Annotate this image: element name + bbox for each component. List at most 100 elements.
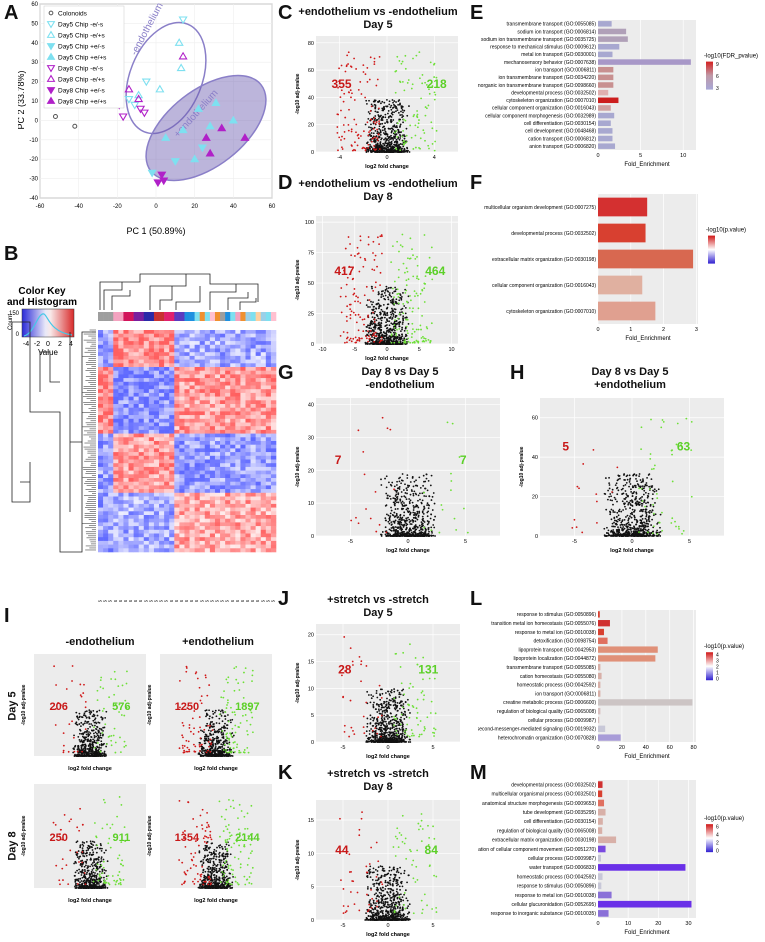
heatmap-sample-label: Day5 +e/-s [204,600,210,602]
heatmap-cell [209,455,216,460]
volcano-down-point [342,100,345,103]
heatmap-cell [143,389,150,394]
volcano-point [384,332,386,335]
volcano-point [399,499,402,502]
heatmap-cell [123,474,129,479]
heatmap-cell [174,437,180,442]
volcano-point [402,111,404,114]
heatmap-cell [184,518,190,523]
volcano-point [376,130,379,133]
heatmap-cell [128,352,134,357]
heatmap-cell [209,378,216,383]
heatmap-cell [174,503,180,508]
heatmap-cell [250,415,256,420]
heatmap-cell [250,370,256,375]
heatmap-cell [159,503,165,508]
volcano-point [411,501,414,504]
volcano-point [387,127,390,130]
heatmap-cell [204,492,211,497]
heatmap-cell [118,355,124,360]
heatmap-cell [240,378,246,383]
heatmap-cell [265,540,272,545]
heatmap-cell [235,385,241,390]
heatmap-cell [103,407,109,412]
volcano-y-tick: 100 [305,220,314,226]
volcano-point [393,333,396,336]
heatmap-cell [133,341,139,346]
heatmap-cell [164,515,170,519]
heatmap-cell [270,478,277,482]
pca-legend-box [43,5,125,109]
heatmap-cell [214,378,221,383]
heatmap-cell [174,518,180,523]
heatmap-cell [179,437,185,442]
heatmap-cell [235,437,241,442]
heatmap-cell [194,511,201,516]
heatmap-cell [235,333,241,338]
heatmap-cell [164,337,170,342]
volcano-point [369,322,372,325]
heatmap-cell [123,359,129,364]
heatmap-cell [153,544,160,549]
heatmap-cell [143,511,150,516]
heatmap-cell [164,496,170,501]
heatmap-sample-label: Day8 -e/-s [245,600,251,602]
heatmap-cell [235,422,241,427]
heatmap-cell [169,400,175,405]
heatmap-cell [225,500,231,505]
heatmap-cell [189,481,195,486]
volcano-point [381,126,384,129]
heatmap-cell [138,533,145,538]
heatmap-cell [123,407,129,412]
heatmap-cell [265,400,272,405]
pca-legend-label: Day5 Chip +e/+s [58,55,107,62]
heatmap-cell [220,352,226,357]
volcano-point [403,523,405,526]
volcano-up-point [418,51,421,54]
volcano-y-tick: 0 [311,342,314,348]
pca-point [153,179,163,188]
heatmap-sample-label: Day5 +e/+s [143,600,149,602]
volcano-y-tick: 20 [308,468,314,474]
heatmap-cell [138,422,145,427]
volcano-down-point [358,270,361,273]
heatmap-cell [164,411,170,416]
volcano-point [399,123,402,126]
heatmap-cell [189,359,195,364]
heatmap-cell [225,466,231,471]
heatmap-cell [179,478,185,482]
heatmap-cell [123,411,129,416]
heatmap-cell [250,348,256,353]
heatmap-cell [159,381,165,386]
heatmap-cell [153,485,160,490]
heatmap-cell [230,459,236,464]
heatmap-cell [143,426,150,431]
heatmap-cell [250,344,256,349]
heatmap-cell [98,363,104,368]
heatmap-cell [240,459,246,464]
heatmap-cell [113,363,119,368]
heatmap-cell [184,396,190,401]
heatmap-cell [189,411,195,416]
volcano-point [371,342,373,344]
heatmap-cell [270,411,277,416]
heatmap-cell [184,370,190,375]
volcano-point [397,493,400,496]
heatmap-cell [250,500,256,505]
heatmap-cell [209,452,216,457]
volcano-up-point [414,146,417,149]
heatmap-cell [194,548,201,553]
volcano-point [393,522,396,524]
volcano-up-point [408,307,411,309]
volcano-up-point [394,70,397,73]
volcano-point [405,338,408,341]
heatmap-cell [220,485,226,490]
heatmap-cell [189,330,195,334]
heatmap-cell [245,378,251,383]
heatmap-cell [204,529,211,534]
heatmap-cell [153,492,160,497]
heatmap-cell [250,485,256,490]
heatmap-cell [164,437,170,442]
heatmap-cell [108,396,114,401]
heatmap-cell [143,459,150,464]
